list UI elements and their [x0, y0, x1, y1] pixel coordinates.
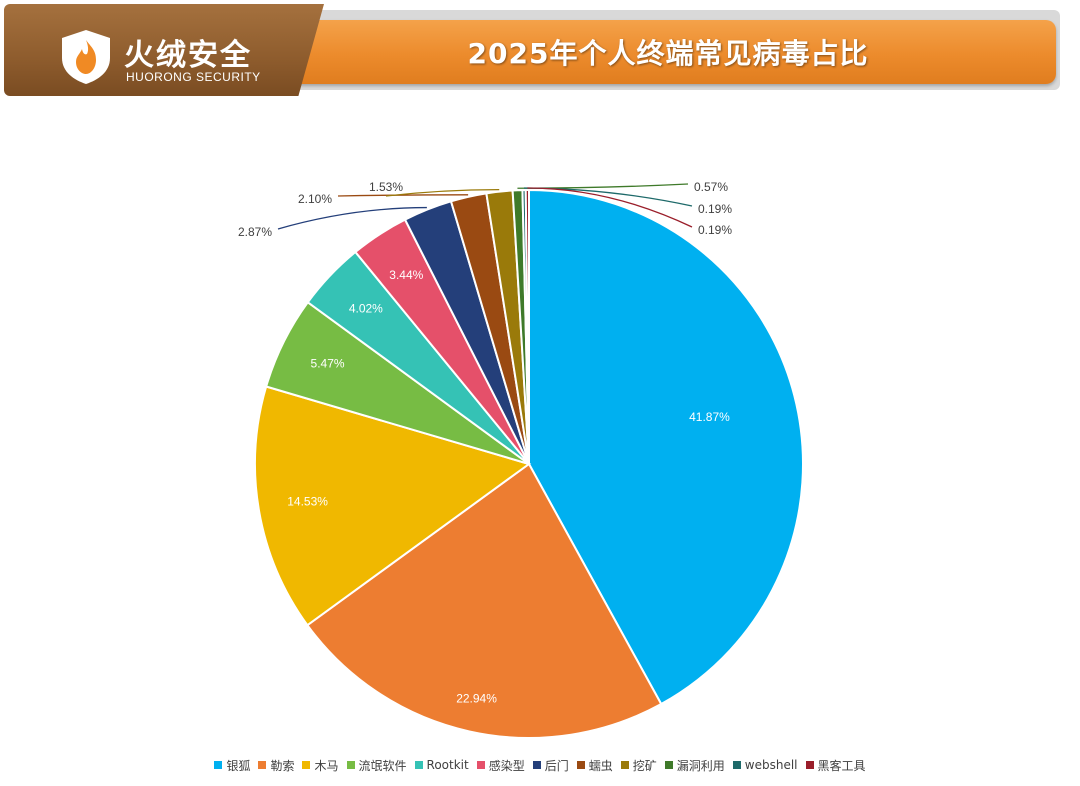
- legend-swatch: [664, 761, 673, 769]
- legend-swatch: [532, 761, 541, 769]
- legend-item: Rootkit: [414, 758, 469, 772]
- legend-item: 银狐: [214, 757, 250, 774]
- leader-line-7: [277, 206, 427, 230]
- legend-label: Rootkit: [426, 758, 469, 772]
- legend-label: 蠕虫: [588, 758, 613, 773]
- slice-value-label-9: 1.53%: [369, 180, 403, 194]
- legend-item: 挖矿: [620, 757, 657, 774]
- flame-shield-icon: [62, 30, 110, 84]
- legend-swatch: [476, 761, 485, 769]
- legend-item: 黑客工具: [805, 757, 866, 774]
- leader-line-9: [385, 188, 500, 197]
- brand-logo-block: 火绒安全 HUORONG SECURITY: [4, 4, 324, 96]
- title-bar: 2025年个人终端常见病毒占比: [280, 20, 1056, 84]
- legend-label: 后门: [544, 758, 569, 773]
- slice-value-label-6: 3.44%: [389, 268, 423, 282]
- legend-item: webshell: [732, 758, 798, 772]
- pie-slice-2: [306, 462, 663, 739]
- chart-legend: 银狐 勒索 木马 流氓软件 Rootkit 感染型 后门 蠕虫 挖矿 漏洞利用 webshell 黑客…: [0, 756, 1080, 774]
- legend-item: 蠕虫: [576, 757, 613, 774]
- legend-label: 黑客工具: [817, 758, 866, 773]
- slice-value-label-4: 5.47%: [311, 357, 345, 371]
- slice-value-label-8: 2.10%: [298, 192, 332, 206]
- legend-label: 挖矿: [632, 758, 657, 773]
- legend-swatch: [346, 761, 355, 769]
- slice-value-label-7: 2.87%: [238, 225, 272, 239]
- pie-slice-12: [524, 188, 530, 465]
- legend-swatch: [414, 761, 423, 769]
- slice-value-label-11: 0.19%: [698, 202, 732, 216]
- slice-value-label-12: 0.19%: [698, 223, 732, 237]
- slice-value-label-5: 4.02%: [349, 302, 383, 316]
- legend-swatch: [214, 761, 223, 769]
- slice-value-label-2: 22.94%: [456, 692, 497, 706]
- legend-swatch: [302, 761, 311, 769]
- legend-label: 流氓软件: [358, 758, 407, 773]
- leader-line-12: [527, 187, 693, 228]
- page-title: 2025年个人终端常见病毒占比: [467, 37, 869, 70]
- pie-slice-1: [528, 188, 804, 706]
- slice-value-label-3: 14.53%: [287, 494, 328, 508]
- legend-label: webshell: [744, 758, 798, 772]
- brand-name-en: HUORONG SECURITY: [126, 70, 261, 84]
- brand-name: 火绒安全: [124, 38, 252, 73]
- legend-swatch: [620, 761, 629, 769]
- leader-line-8: [337, 194, 469, 197]
- leader-line-10: [517, 183, 689, 189]
- legend-label: 勒索: [270, 758, 295, 773]
- legend-swatch: [732, 761, 741, 769]
- legend-item: 漏洞利用: [664, 757, 725, 774]
- legend-swatch: [805, 761, 814, 769]
- legend-label: 感染型: [488, 758, 525, 773]
- legend-item: 感染型: [476, 757, 525, 774]
- legend-label: 漏洞利用: [676, 758, 725, 773]
- pie-chart: 41.87% 22.94% 14.53% 5.47% 4.02% 3.44% 2.87% 2.…: [238, 180, 804, 739]
- legend-swatch: [258, 761, 267, 769]
- legend-swatch: [576, 761, 585, 769]
- legend-item: 木马: [302, 757, 339, 774]
- pie-slice-3: [254, 385, 532, 627]
- slice-value-label-10: 0.57%: [694, 180, 728, 194]
- legend-label: 木马: [314, 758, 339, 773]
- legend-item: 勒索: [258, 757, 294, 774]
- slice-value-label-1: 41.87%: [689, 410, 730, 424]
- legend-item: 后门: [532, 757, 569, 774]
- legend-item: 流氓软件: [346, 757, 407, 774]
- legend-label: 银狐: [226, 758, 251, 773]
